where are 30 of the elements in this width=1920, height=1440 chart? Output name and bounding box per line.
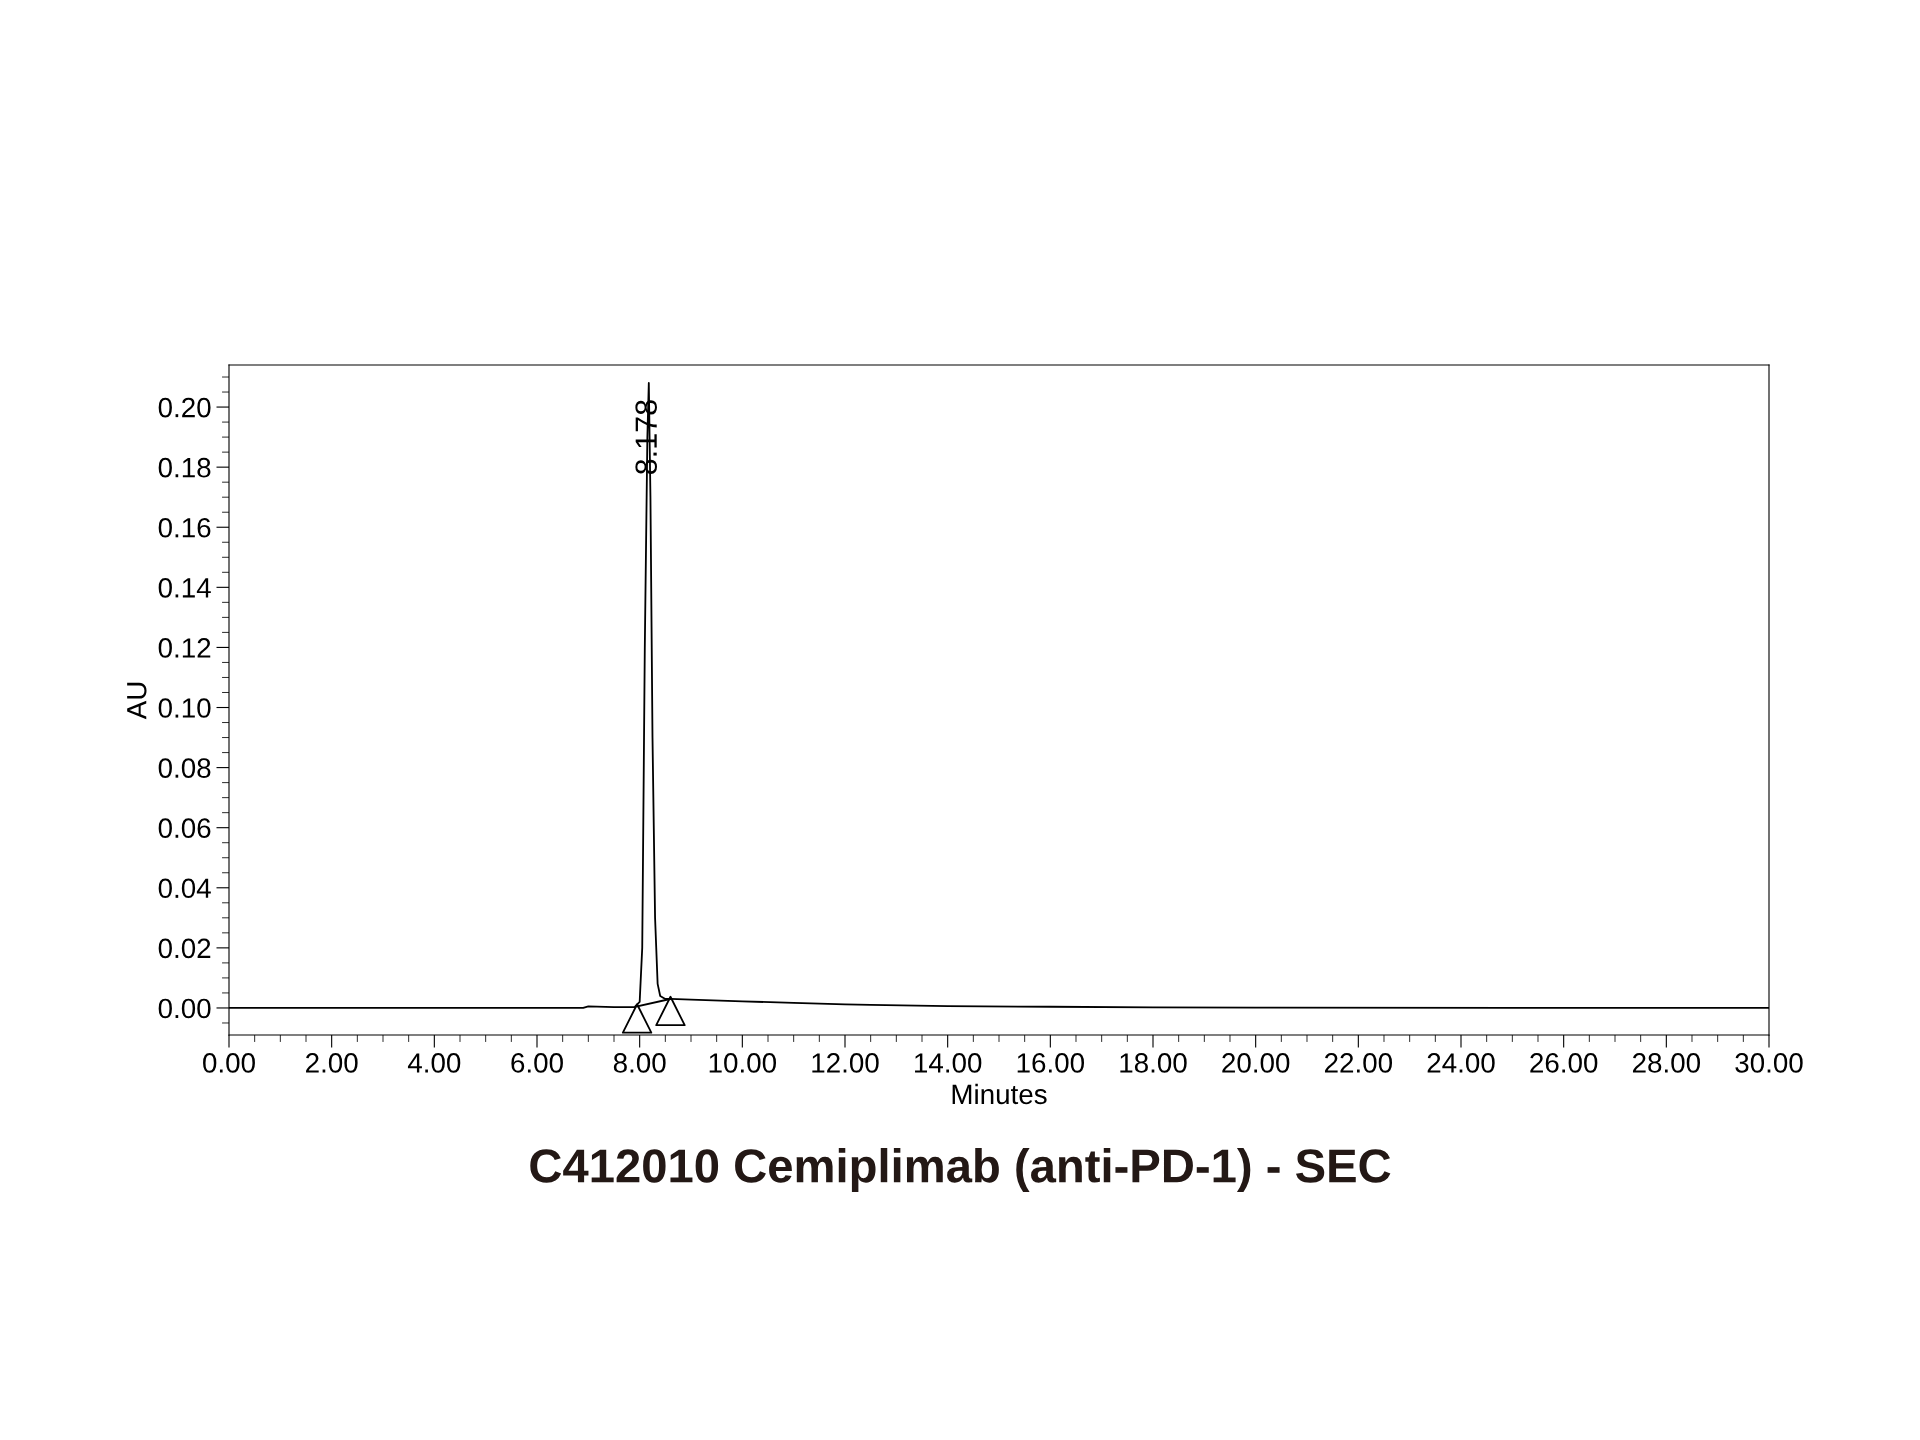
y-tick-label: 0.10 [158, 698, 211, 718]
x-tick-label: 26.00 [1530, 1053, 1598, 1073]
y-tick-label: 0.04 [158, 878, 211, 899]
x-tick-label: 18.00 [1120, 1053, 1187, 1073]
text: C412010 Cemiplimab (anti-PD-1) - SEC [530, 1147, 1391, 1193]
x-tick-label: 12.00 [812, 1053, 879, 1073]
x-tick-label: 0.00 [203, 1053, 255, 1073]
y-tick-label: 0.18 [158, 457, 211, 478]
x-tick-label: 28.00 [1632, 1053, 1701, 1073]
x-tick-label: 8.00 [613, 1053, 666, 1073]
x-tick-label: 4.00 [407, 1053, 461, 1073]
y-tick-label: 0.12 [158, 638, 211, 658]
y-tick-label: 0.14 [158, 578, 211, 598]
x-tick-label: 30.00 [1735, 1053, 1803, 1073]
x-tick-label: 14.00 [915, 1053, 982, 1073]
x-tick-label: 6.00 [511, 1053, 563, 1073]
x-tick-label: 16.00 [1017, 1053, 1085, 1073]
y-axis-title: AU [127, 682, 147, 720]
x-tick-label: 20.00 [1222, 1053, 1290, 1073]
x-tick-label: 10.00 [709, 1053, 777, 1073]
x-tick-label: 22.00 [1324, 1053, 1393, 1073]
y-tick-label: 0.02 [158, 938, 211, 959]
y-tick-label: 0.06 [158, 818, 211, 839]
y-tick-label: 0.08 [158, 758, 211, 778]
x-tick-label: 2.00 [306, 1053, 358, 1073]
x-tick-label: 24.00 [1427, 1053, 1495, 1073]
x-axis-title: Minutes [952, 1083, 1047, 1105]
y-tick-label: 0.20 [158, 397, 211, 418]
y-tick-label: 0.16 [158, 517, 211, 538]
y-tick-label: 0.00 [158, 998, 211, 1019]
